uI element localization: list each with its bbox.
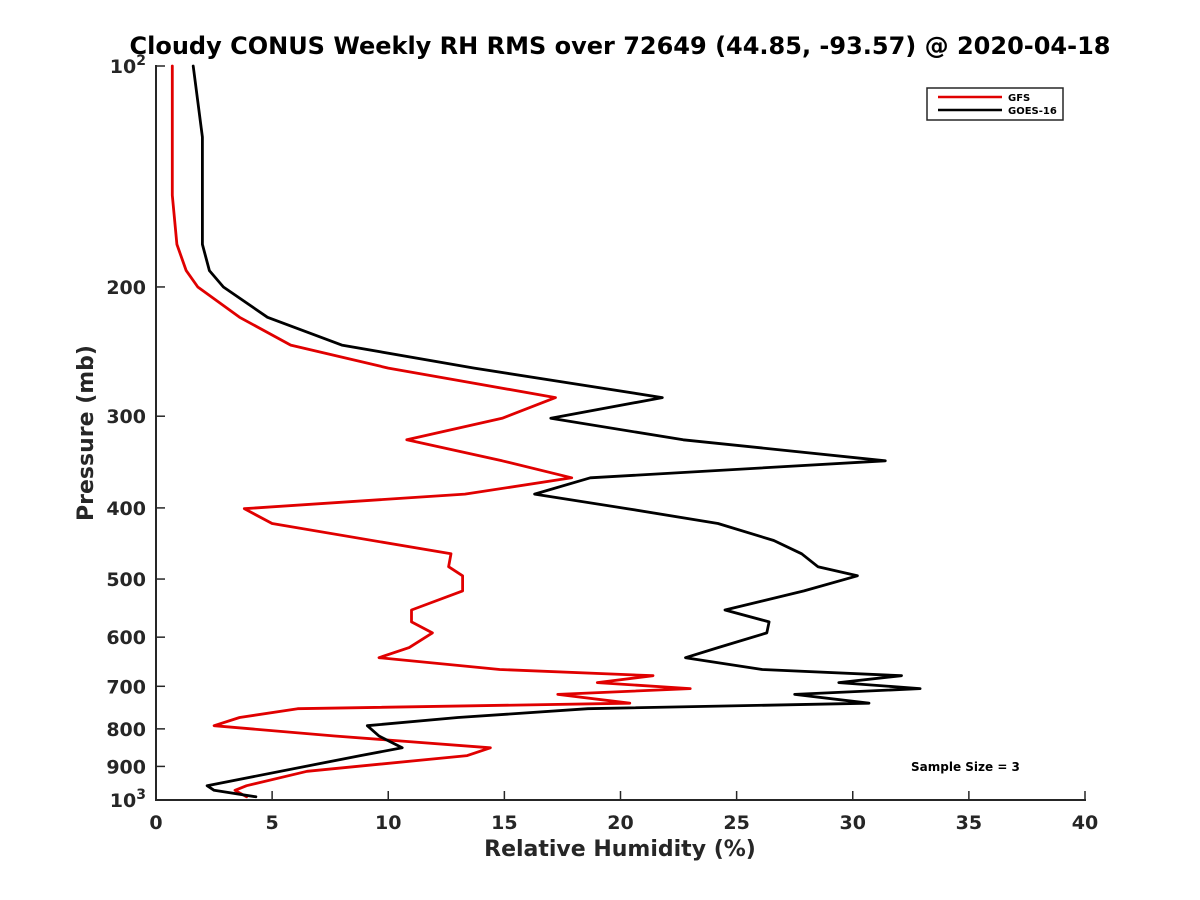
x-tick-label: 30 [840,812,866,834]
chart-title: Cloudy CONUS Weekly RH RMS over 72649 (4… [130,32,1111,60]
x-tick-label: 5 [266,812,279,834]
y-axis-ticks: 200 300 400 500 600 700 800 900 102 103 [106,53,165,812]
legend-label-goes16: GOES-16 [1008,106,1057,117]
y-tick-label: 700 [106,676,146,698]
legend-label-gfs: GFS [1008,93,1030,104]
x-tick-label: 10 [375,812,401,834]
x-tick-label: 0 [149,812,162,834]
y-tick-label: 900 [106,756,146,778]
y-tick-label: 102 [110,53,146,78]
data-series [170,64,922,799]
y-tick-label: 103 [110,787,146,812]
series-line-goes16 [191,64,922,799]
legend-box [926,87,1064,121]
x-tick-label: 40 [1072,812,1098,834]
y-tick-label: 300 [106,406,146,428]
y-tick-label: 500 [106,569,146,591]
y-tick-label: 400 [106,498,146,520]
x-tick-label: 15 [491,812,517,834]
y-tick-label: 600 [106,627,146,649]
x-tick-label: 25 [723,812,749,834]
y-tick-label: 200 [106,277,146,299]
y-axis-label: Pressure (mb) [74,345,99,521]
y-tick-label: 800 [106,719,146,741]
legend: GFS GOES-16 [926,87,1064,121]
x-axis-label: Relative Humidity (%) [484,837,756,862]
sample-size-annotation: Sample Size = 3 [911,760,1020,774]
series-line-gfs [170,64,692,799]
x-tick-label: 20 [607,812,633,834]
x-tick-label: 35 [956,812,982,834]
y-axis-line [155,65,157,801]
x-axis-ticks: 0 5 10 15 20 25 30 35 40 [149,791,1098,834]
